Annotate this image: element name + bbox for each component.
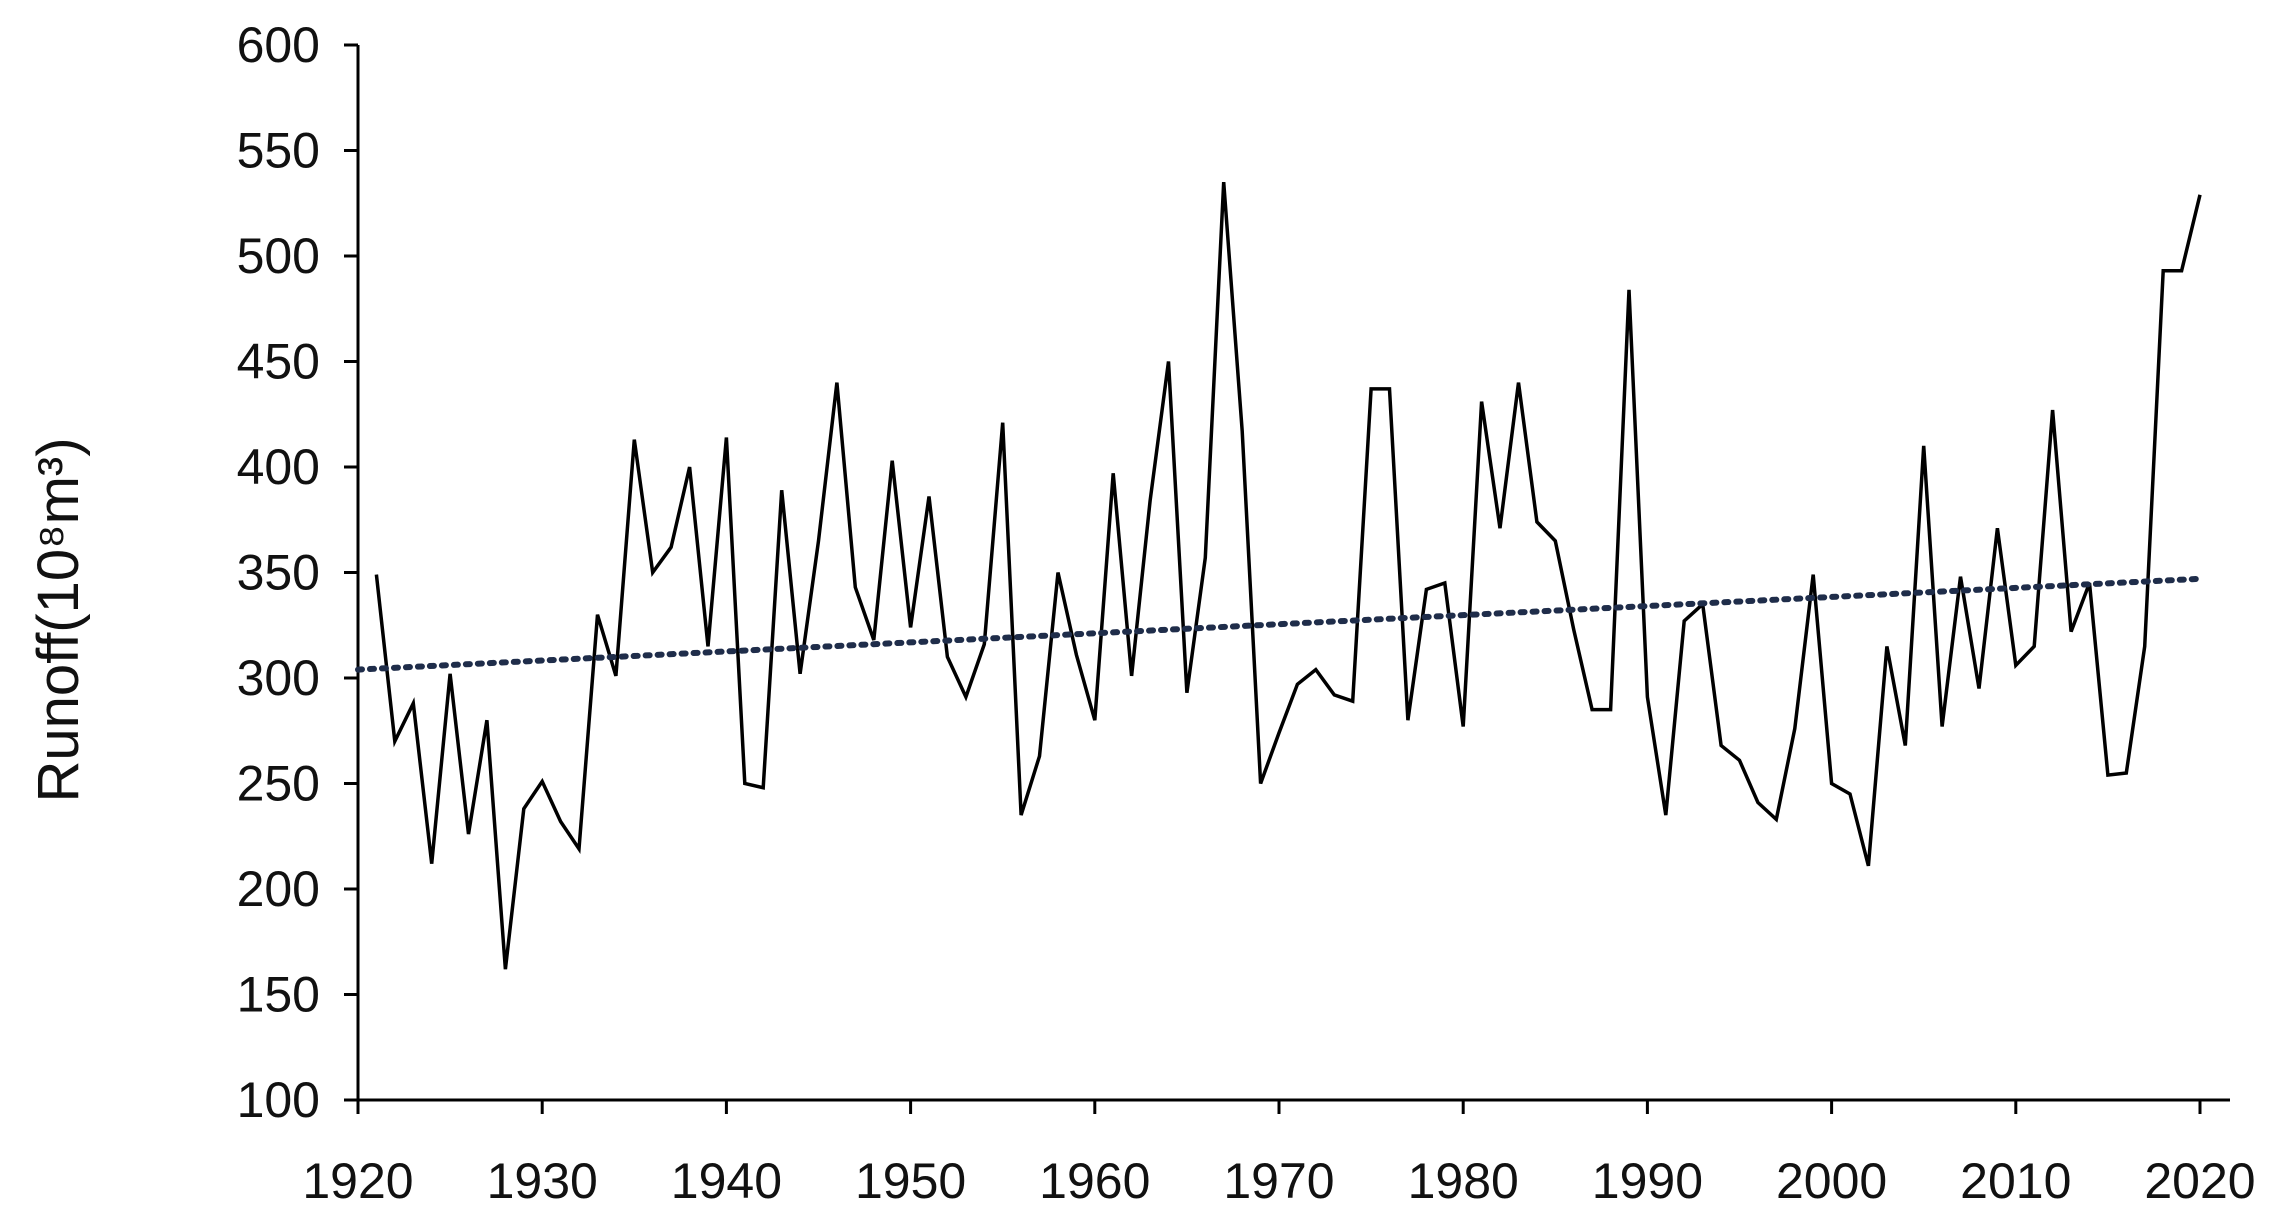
y-tick-label: 500 (237, 228, 320, 284)
trend-line (355, 575, 2203, 673)
x-tick-label: 1980 (1408, 1153, 1519, 1209)
y-axis-ticks: 100 150 200 250 300 350 400 450 500 550 600 (237, 17, 358, 1128)
y-tick-label: 600 (237, 17, 320, 73)
x-tick-label: 1990 (1592, 1153, 1703, 1209)
x-tick-label: 1950 (855, 1153, 966, 1209)
x-tick-label: 1930 (487, 1153, 598, 1209)
y-tick-label: 300 (237, 650, 320, 706)
x-tick-label: 1920 (302, 1153, 413, 1209)
y-axis-title: Runoff(10⁸m³) (26, 437, 91, 802)
x-tick-label: 2000 (1776, 1153, 1887, 1209)
runoff-series-line (374, 181, 2202, 970)
x-axis-ticks: 1920 1930 1940 1950 1960 1970 1980 1990 2000 2010… (302, 1100, 2256, 1209)
x-tick-label: 2020 (2144, 1153, 2255, 1209)
series-layer (355, 181, 2203, 970)
x-tick-label: 1960 (1039, 1153, 1150, 1209)
y-tick-label: 200 (237, 861, 320, 917)
x-tick-label: 2010 (1960, 1153, 2071, 1209)
y-tick-label: 150 (237, 967, 320, 1023)
x-tick-label: 1940 (671, 1153, 782, 1209)
y-tick-label: 250 (237, 756, 320, 812)
y-tick-label: 350 (237, 545, 320, 601)
y-tick-label: 400 (237, 439, 320, 495)
y-tick-label: 450 (237, 334, 320, 390)
y-tick-label: 550 (237, 123, 320, 179)
x-tick-label: 1970 (1223, 1153, 1334, 1209)
y-tick-label: 100 (237, 1072, 320, 1128)
axes (356, 45, 2230, 1102)
